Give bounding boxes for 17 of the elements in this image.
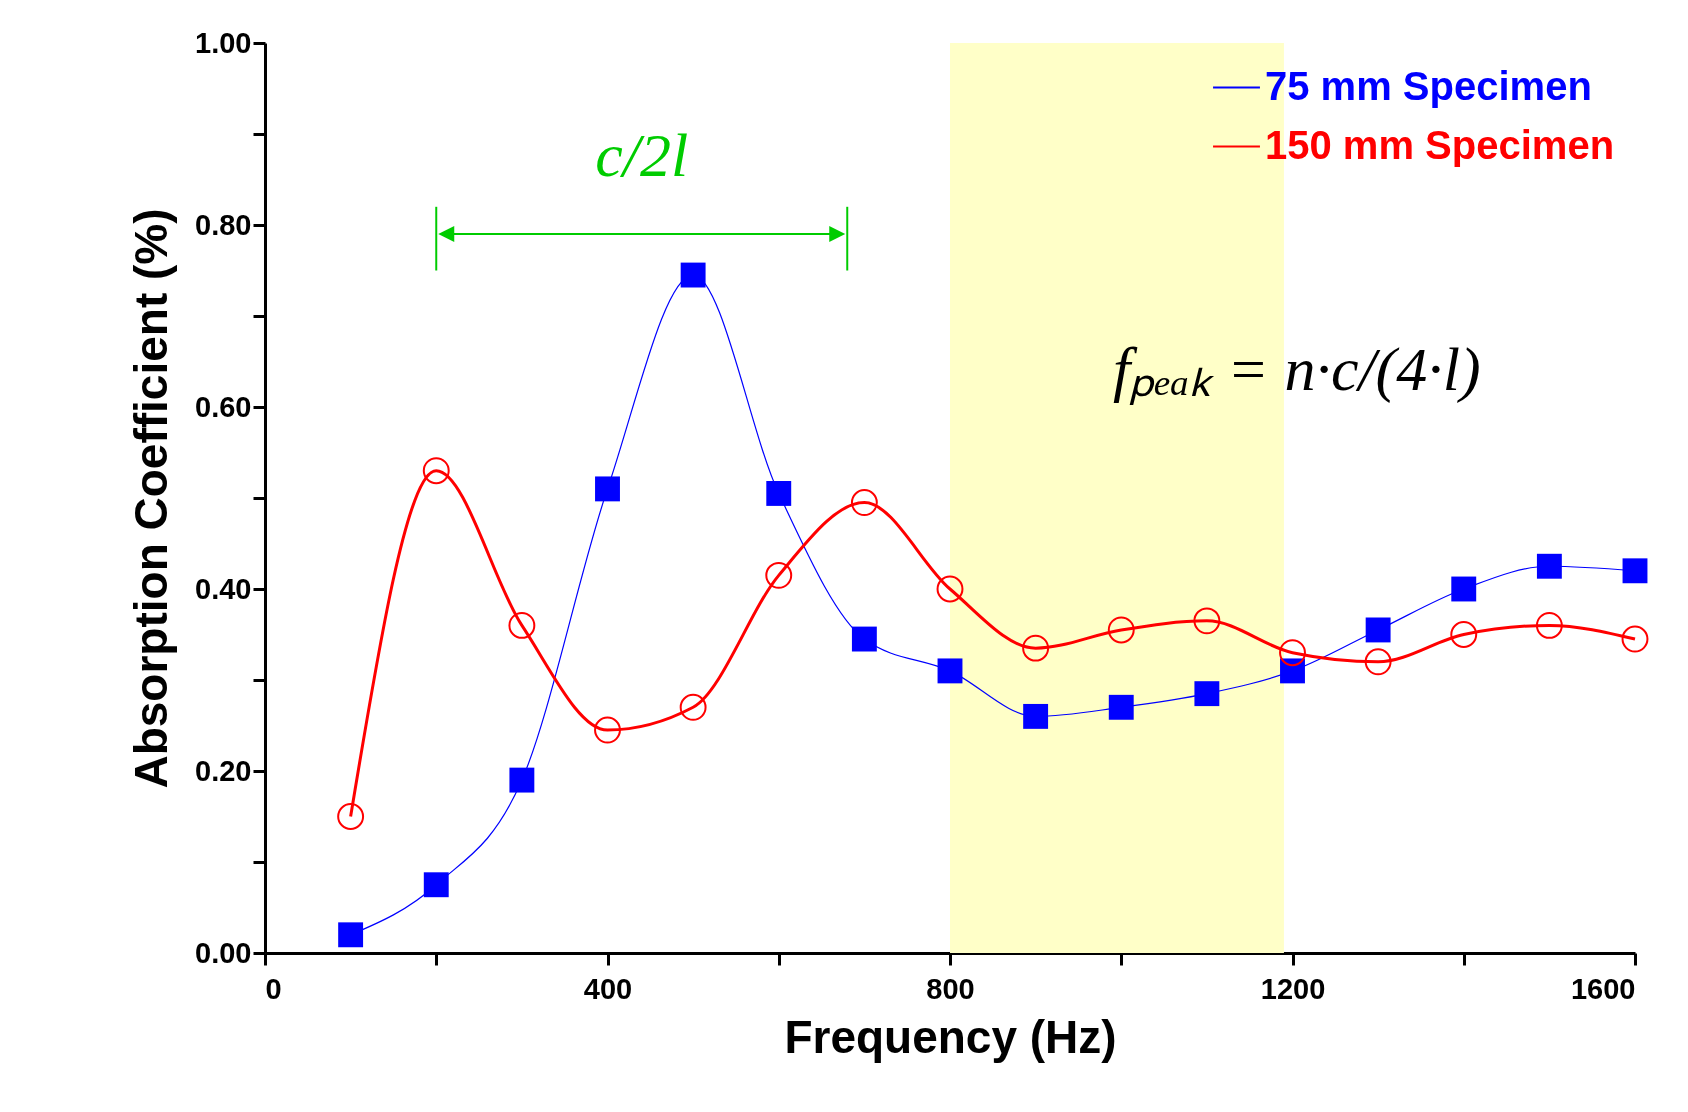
y-tick-label: 1.00 <box>195 26 252 59</box>
annotation: fₚₑₐₖ = n·c/(4·l) <box>1112 334 1481 405</box>
x-axis-title: Frequency (Hz) <box>784 1010 1117 1063</box>
y-axis-title: Absorption Coefficient (%) <box>125 208 178 789</box>
legend-label: 75 mm Specimen <box>1265 63 1592 108</box>
x-tick-label: 400 <box>583 972 633 1005</box>
x-tick-label: 0 <box>265 972 282 1005</box>
x-tick-label: 1200 <box>1260 972 1326 1005</box>
y-tick-label: 0.60 <box>195 390 252 423</box>
x-tick-label: 1600 <box>1570 972 1636 1005</box>
y-tick-label: 0.00 <box>195 936 252 969</box>
annotation: c/2l <box>595 120 689 189</box>
legend-label: 150 mm Specimen <box>1265 122 1615 167</box>
y-tick-label: 0.40 <box>195 572 252 605</box>
y-tick-label: 0.80 <box>195 208 252 241</box>
x-tick-label: 800 <box>926 972 975 1005</box>
y-tick-label: 0.20 <box>195 754 252 787</box>
